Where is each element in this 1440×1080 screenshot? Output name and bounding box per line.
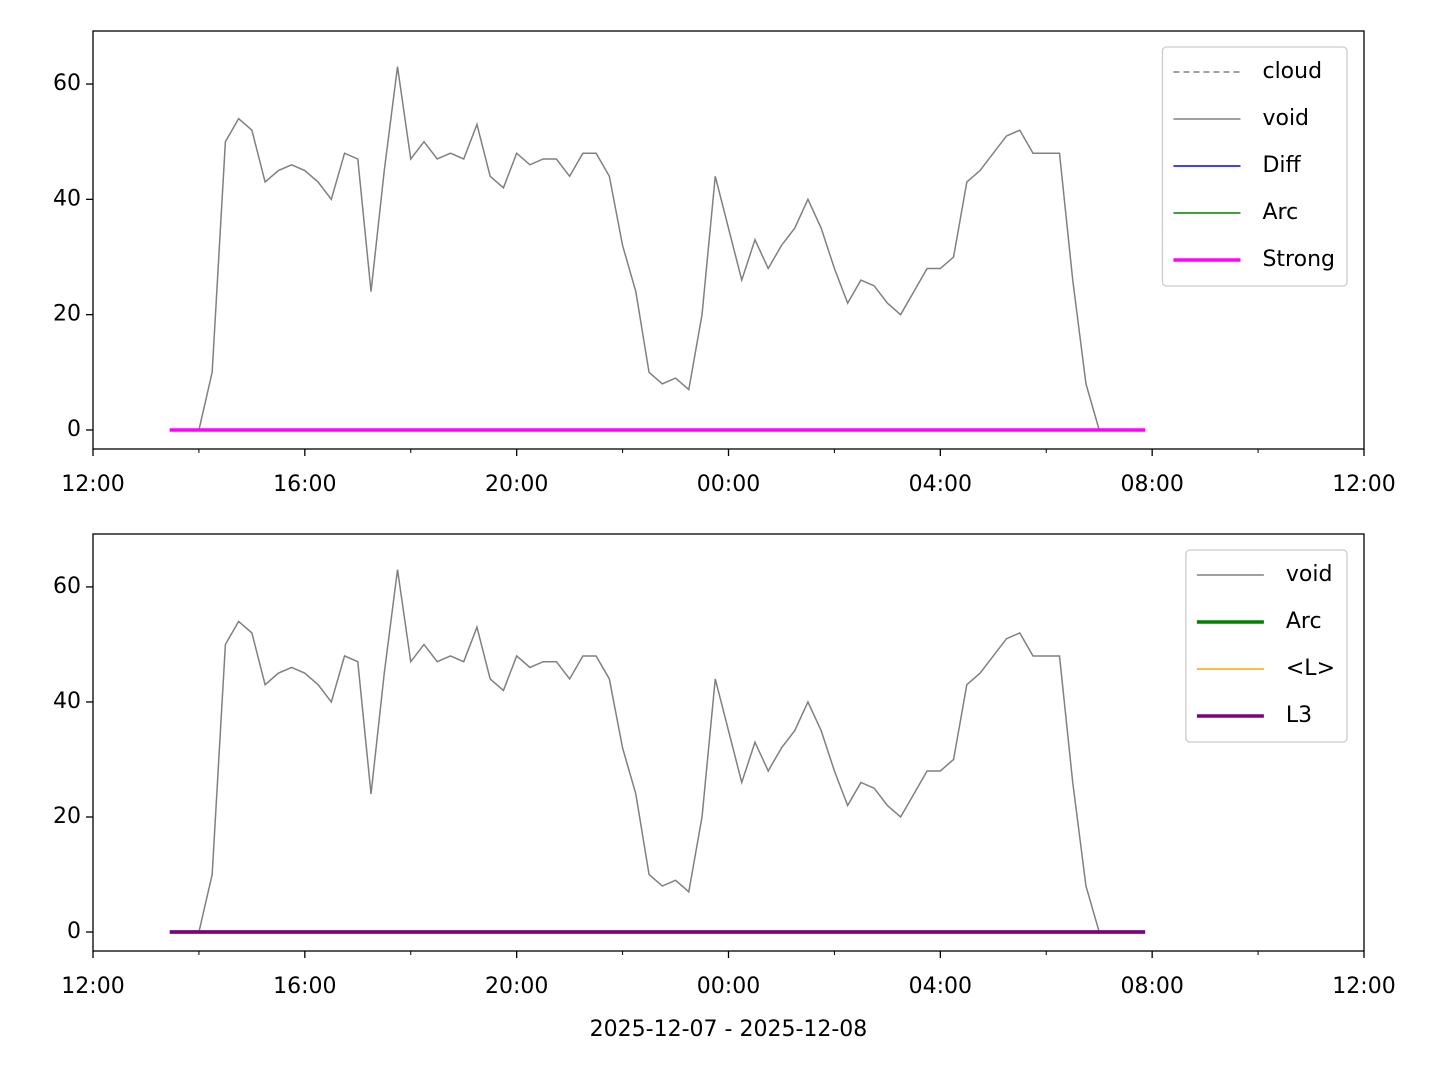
- axes-frame: [92, 533, 1365, 952]
- legend: void Arc <L> L3: [1185, 549, 1348, 743]
- y-tick-label: 60: [53, 71, 81, 96]
- x-tick-label: 12:00: [61, 472, 124, 497]
- y-tick-label: 0: [67, 919, 81, 944]
- legend-label: <L>: [1286, 656, 1335, 681]
- legend-label: Strong: [1262, 247, 1335, 272]
- y-tick-label: 20: [53, 804, 81, 829]
- x-axis-label: 2025-12-07 - 2025-12-08: [590, 1017, 868, 1042]
- legend-label: Arc: [1286, 609, 1322, 634]
- y-tick-label: 40: [53, 689, 81, 714]
- x-tick-label: 12:00: [1332, 472, 1395, 497]
- x-tick-label: 00:00: [697, 472, 760, 497]
- legend-label: L3: [1286, 703, 1312, 728]
- x-tick-label: 20:00: [485, 974, 548, 999]
- series-line: [172, 569, 1139, 933]
- x-tick-label: 04:00: [909, 974, 972, 999]
- x-tick-label: 04:00: [909, 472, 972, 497]
- legend-box: [1161, 46, 1348, 287]
- x-tick-label: 12:00: [1332, 974, 1395, 999]
- y-tick-label: 60: [53, 574, 81, 599]
- legend-label: Diff: [1262, 153, 1301, 178]
- y-tick-label: 40: [53, 186, 81, 211]
- x-tick-label: 08:00: [1120, 974, 1183, 999]
- y-tick-label: 0: [67, 417, 81, 442]
- x-tick-label: 00:00: [697, 974, 760, 999]
- legend-label: void: [1286, 562, 1333, 587]
- legend-label: void: [1262, 106, 1309, 131]
- legend-label: cloud: [1262, 59, 1322, 84]
- legend: cloud void Diff Arc Strong: [1161, 46, 1348, 287]
- x-tick-label: 16:00: [273, 472, 336, 497]
- series-line: [172, 66, 1139, 431]
- legend-label: Arc: [1262, 200, 1298, 225]
- x-tick-label: 08:00: [1120, 472, 1183, 497]
- x-tick-label: 12:00: [61, 974, 124, 999]
- y-tick-label: 20: [53, 302, 81, 327]
- x-tick-label: 20:00: [485, 472, 548, 497]
- axes-frame: [92, 30, 1365, 450]
- x-tick-label: 16:00: [273, 974, 336, 999]
- legend-box: [1185, 549, 1348, 743]
